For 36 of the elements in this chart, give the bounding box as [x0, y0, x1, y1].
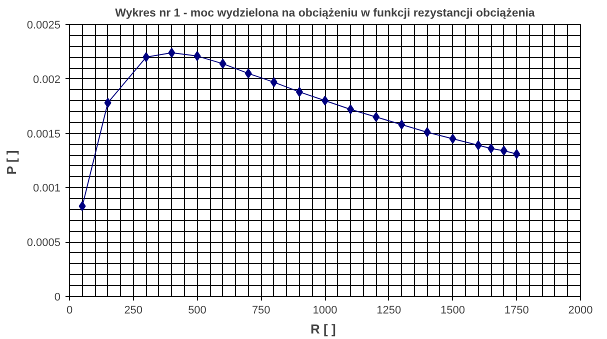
x-tick-label: 750	[252, 304, 270, 316]
point	[372, 112, 380, 122]
point	[424, 127, 431, 138]
point	[398, 120, 406, 130]
x-axis-title: R [ ]	[310, 322, 336, 336]
point	[500, 146, 508, 156]
x-tick-label: 500	[188, 304, 206, 316]
y-tick-label: 0.0015	[26, 128, 61, 140]
x-tick-label: 0	[66, 304, 73, 316]
point	[488, 144, 495, 154]
x-tick-label: 250	[124, 304, 143, 316]
x-tick-label: 1500	[440, 304, 465, 316]
y-tick-label: 0.001	[32, 182, 61, 195]
point	[296, 86, 303, 97]
point	[347, 104, 354, 114]
point	[270, 77, 278, 88]
point	[244, 68, 252, 78]
point	[513, 148, 520, 159]
point	[474, 140, 482, 150]
y-tick-label: 0.0025	[26, 20, 61, 32]
chart-title: Wykres nr 1 - moc wydzielona na obciążeniu w funkcji rezystancji obciążenia	[115, 8, 536, 20]
x-tick-label: 1750	[504, 304, 529, 316]
y-axis-title: P [ ]	[4, 150, 19, 175]
point	[194, 51, 201, 62]
point	[78, 201, 86, 212]
point	[104, 98, 112, 108]
point	[219, 58, 226, 69]
x-tick-label: 1000	[312, 304, 338, 316]
x-tick-label: 1250	[376, 304, 402, 316]
x-tick-label: 2000	[568, 304, 593, 316]
y-tick-label: 0	[54, 292, 61, 304]
y-tick-label: 0.0005	[26, 237, 61, 250]
point	[142, 52, 150, 62]
y-tick-label: 0.002	[32, 74, 61, 86]
point	[449, 134, 456, 144]
point	[168, 48, 176, 58]
